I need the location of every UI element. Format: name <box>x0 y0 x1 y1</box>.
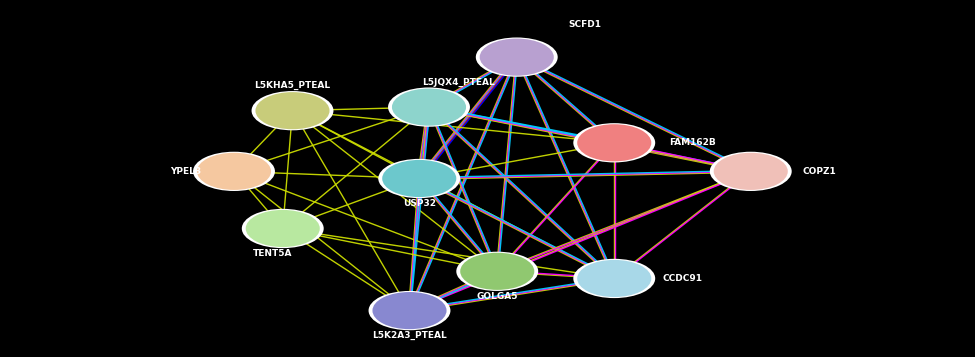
Text: FAM162B: FAM162B <box>669 138 716 147</box>
Ellipse shape <box>372 292 447 329</box>
Ellipse shape <box>476 37 558 77</box>
Ellipse shape <box>246 210 320 247</box>
Ellipse shape <box>460 253 534 290</box>
Ellipse shape <box>369 291 450 330</box>
Text: COPZ1: COPZ1 <box>802 167 836 176</box>
Text: TENT5A: TENT5A <box>254 249 292 258</box>
Ellipse shape <box>197 153 271 190</box>
Ellipse shape <box>710 152 792 191</box>
Ellipse shape <box>714 153 788 190</box>
Text: CCDC91: CCDC91 <box>662 274 703 283</box>
Text: L5JQX4_PTEAL: L5JQX4_PTEAL <box>422 77 494 87</box>
Ellipse shape <box>242 209 324 248</box>
Text: GOLGA5: GOLGA5 <box>477 292 518 301</box>
Ellipse shape <box>252 91 333 130</box>
Ellipse shape <box>456 252 538 291</box>
Ellipse shape <box>573 123 655 162</box>
Ellipse shape <box>577 124 651 161</box>
Ellipse shape <box>255 92 330 129</box>
Ellipse shape <box>577 260 651 297</box>
Ellipse shape <box>388 87 470 127</box>
Text: SCFD1: SCFD1 <box>568 20 602 30</box>
Text: L5KHA5_PTEAL: L5KHA5_PTEAL <box>254 81 331 90</box>
Ellipse shape <box>378 159 460 198</box>
Ellipse shape <box>480 39 554 76</box>
Text: USP32: USP32 <box>403 199 436 208</box>
Text: YPEL3: YPEL3 <box>170 167 201 176</box>
Ellipse shape <box>382 160 456 197</box>
Text: L5K2A3_PTEAL: L5K2A3_PTEAL <box>372 331 447 340</box>
Ellipse shape <box>392 89 466 126</box>
Ellipse shape <box>573 259 655 298</box>
Ellipse shape <box>193 152 275 191</box>
